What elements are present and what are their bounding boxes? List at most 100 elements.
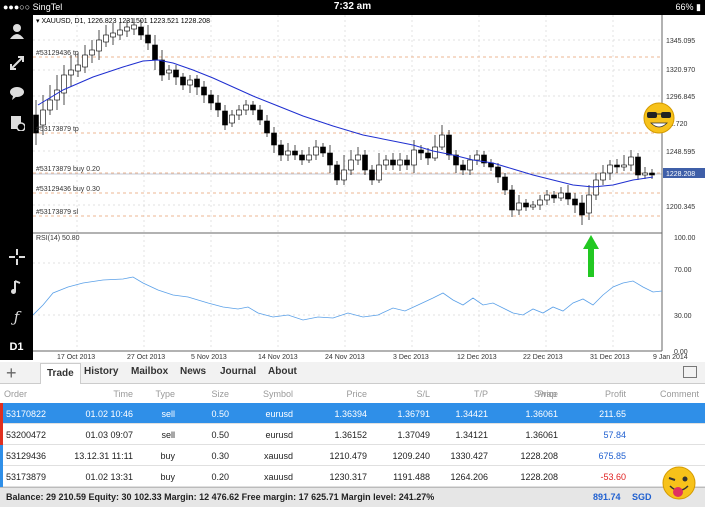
table-row[interactable]: 53129436 13.12.31 11:11 buy 0.30 xauusd 1210.… [0,445,705,466]
timeframe-button[interactable]: D1 [9,341,24,353]
candle-body [236,109,242,116]
candle-body [537,199,543,206]
rsi-label: RSI(14) 50.80 [36,235,80,242]
candle-body [250,104,256,111]
cell-time: 01.02 10:46 [85,409,133,419]
cell-size: 0.20 [211,472,229,482]
price-chart[interactable]: ▾ XAUUSD, D1, 1226.823 1231.501 1223.521… [32,15,705,361]
function-icon[interactable]: ƒ [13,308,20,326]
table-row[interactable]: 53170822 01.02 10:46 sell 0.50 eurusd 1.36394… [0,403,705,424]
rsi-tick: 0.00 [674,349,688,356]
candle-body [649,172,655,176]
candle-body [453,154,459,166]
cell-sl: 1.37049 [397,430,430,440]
candle-body [82,54,88,68]
candle-body [523,202,529,208]
date-tick: 17 Oct 2013 [57,354,95,360]
tab-about[interactable]: About [268,366,297,377]
status-bar: ●●●○○ SingTel 7:32 am 66% ▮ [0,0,705,15]
cell-sl: 1209.240 [392,451,430,461]
candle-body [558,192,564,199]
candle-body [271,132,277,146]
resize-icon[interactable] [4,51,29,75]
cell-symbol: xauusd [263,451,293,461]
candle-body [243,104,249,111]
chat-icon[interactable] [4,81,29,105]
indicators-icon[interactable] [4,275,29,299]
candle-body [495,166,501,178]
cell-symbol: xauusd [263,472,293,482]
rsi-tick: 100.00 [674,235,696,242]
add-icon[interactable]: + [6,363,17,383]
candle-body [418,149,424,154]
tab-mailbox[interactable]: Mailbox [131,366,169,377]
cell-type: buy [160,472,175,482]
price-tick: 1345.095 [666,38,695,45]
column-header: Profit [604,389,626,399]
candle-body [222,110,228,126]
candle-body [194,78,200,88]
crosshair-icon[interactable] [4,245,29,269]
cell-sl: 1191.488 [393,472,430,482]
column-header: Price [346,389,367,399]
candle-body [593,179,599,196]
order-line-label: #53173879 tp [36,126,79,133]
candle-body [432,146,438,159]
tab-trade[interactable]: Trade [40,363,81,384]
tab-history[interactable]: History [84,366,119,377]
cell-time: 01.03 09:07 [85,430,133,440]
candle-body [215,102,221,111]
candle-body [439,134,445,148]
balance-bar: Balance: 29 210.59 Equity: 30 102.33 Mar… [0,487,705,507]
row-marker [0,466,3,487]
candle-body [362,154,368,171]
cell-sl: 1.36791 [397,409,430,419]
column-header: Order [4,389,28,399]
cell-price: 1.36394 [334,409,367,419]
column-header: T/P [473,389,488,399]
battery: 66% ▮ [675,2,701,12]
candle-body [474,154,480,161]
candle-body [565,192,571,200]
cell-type: sell [161,430,175,440]
candle-body [383,159,389,166]
candle-body [334,164,340,181]
candle-body [166,69,172,74]
candle-body [376,164,382,181]
table-row[interactable]: 53173879 01.02 13:31 buy 0.20 xauusd 1230.317… [0,466,705,487]
candle-body [152,44,158,61]
column-header: Swap [534,389,557,399]
table-row[interactable]: 53200472 01.03 09:07 sell 0.50 eurusd 1.36152… [0,424,705,445]
order-line-label: #53173879 buy 0.20 [36,166,100,173]
candle-body [33,114,39,134]
sunglasses-emoji-icon [643,102,675,134]
candle-body [488,162,494,168]
candle-body [138,26,144,36]
bottom-area [0,507,705,528]
chart-canvas[interactable]: ▾ XAUUSD, D1, 1226.823 1231.501 1223.521… [32,15,705,361]
column-header: S/L [416,389,430,399]
row-marker [0,424,3,445]
column-header: Comment [659,389,699,399]
moving-average-line [37,59,654,188]
candle-body [103,34,109,43]
candle-body [642,172,648,176]
cell-price: 1230.317 [329,472,367,482]
candlesticks [33,18,655,225]
user-icon[interactable] [4,19,29,43]
new-order-icon[interactable] [4,111,29,135]
candle-body [173,69,179,78]
cell-profit: 211.65 [599,409,626,419]
candle-body [446,134,452,156]
tab-news[interactable]: News [180,366,207,377]
cell-order: 53129436 [6,451,47,461]
cell-size: 0.50 [211,430,229,440]
date-tick: 22 Dec 2013 [523,354,563,360]
candle-body [586,194,592,214]
cell-tp: 1330.427 [450,451,488,461]
tab-journal[interactable]: Journal [220,366,257,377]
candle-body [96,39,102,52]
date-tick: 31 Dec 2013 [590,354,630,360]
terminal-tab-bar: + Trade History Mailbox News Journal Abo… [0,362,705,384]
layout-toggle-icon[interactable] [683,366,697,378]
